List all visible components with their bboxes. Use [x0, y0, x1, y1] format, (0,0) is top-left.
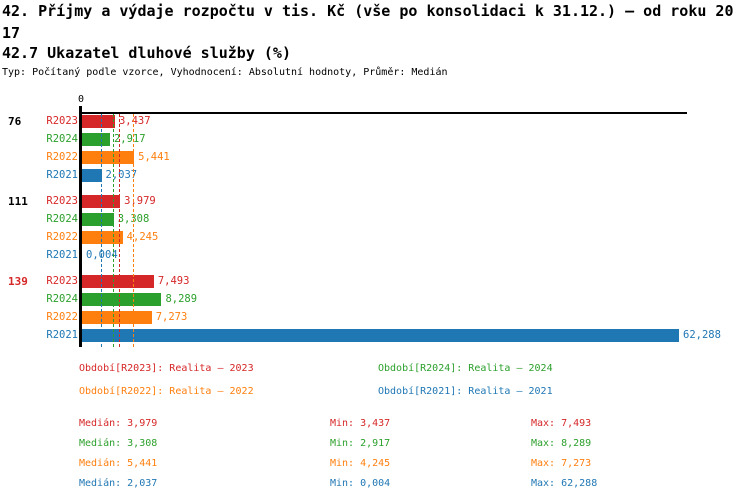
bar-value-label: 62,288 [683, 329, 721, 341]
stat-median-r2021: Medián: 2,037 [79, 478, 158, 489]
median-line-r2021 [100, 114, 102, 347]
chart-title-line2: 17 [2, 24, 21, 42]
series-label-r2022: R2022 [46, 311, 78, 323]
stat-min-r2021: Min: 0,004 [330, 478, 391, 489]
group-label-76: 76 [8, 115, 22, 128]
group-label-139: 139 [8, 275, 28, 288]
chart-meta: Typ: Počítaný podle vzorce, Vyhodnocení:… [2, 67, 448, 78]
series-label-r2023: R2023 [46, 275, 78, 287]
stat-max-r2023: Max: 7,493 [531, 418, 592, 429]
series-label-r2021: R2021 [46, 169, 78, 181]
stat-min-r2022: Min: 4,245 [330, 458, 391, 469]
series-label-r2024: R2024 [46, 293, 78, 305]
chart-row: R2021 62,288 [0, 329, 750, 342]
chart-row: 76 R2023 3,437 [0, 115, 750, 128]
series-label-r2021: R2021 [46, 249, 78, 261]
median-line-r2024 [112, 114, 114, 347]
stat-min-r2024: Min: 2,917 [330, 438, 391, 449]
stat-median-r2024: Medián: 3,308 [79, 438, 158, 449]
series-label-r2022: R2022 [46, 231, 78, 243]
bar-value-label: 2,917 [113, 133, 146, 145]
bar-r2022-139 [82, 311, 152, 324]
median-line-r2022 [133, 114, 135, 347]
chart-row: R2024 2,917 [0, 133, 750, 146]
chart-row: R2022 5,441 [0, 151, 750, 164]
stat-median-r2022: Medián: 5,441 [79, 458, 158, 469]
bar-value-label: 5,441 [138, 151, 170, 163]
series-label-r2023: R2023 [46, 115, 78, 127]
chart-row: R2021 0,004 [0, 249, 750, 262]
series-label-r2024: R2024 [46, 213, 78, 225]
x-axis-line [79, 112, 687, 114]
axis-zero-label: 0 [77, 94, 85, 105]
stat-max-r2022: Max: 7,273 [531, 458, 592, 469]
stat-max-r2021: Max: 62,288 [531, 478, 598, 489]
bar-value-label: 7,493 [157, 275, 190, 287]
series-label-r2021: R2021 [46, 329, 78, 341]
stat-median-r2023: Medián: 3,979 [79, 418, 158, 429]
stat-max-r2024: Max: 8,289 [531, 438, 592, 449]
bar-r2023-76 [82, 115, 115, 128]
bar-r2024-76 [82, 133, 110, 146]
legend-item-r2022: Období[R2022]: Realita – 2022 [79, 386, 254, 397]
bar-value-label: 8,289 [165, 293, 198, 305]
legend-item-r2024: Období[R2024]: Realita – 2024 [378, 363, 553, 374]
median-line-r2023 [119, 114, 121, 347]
group-label-111: 111 [8, 195, 28, 208]
bar-r2022-111 [82, 231, 123, 244]
bar-r2024-111 [82, 213, 114, 226]
bar-value-label: 0,004 [86, 249, 118, 261]
chart-title-line1: 42. Příjmy a výdaje rozpočtu v tis. Kč (… [2, 2, 734, 20]
legend-item-r2023: Období[R2023]: Realita – 2023 [79, 363, 254, 374]
bar-r2023-139 [82, 275, 154, 288]
bar-r2022-76 [82, 151, 135, 164]
bar-value-label: 3,437 [118, 115, 151, 127]
chart-row: R2022 4,245 [0, 231, 750, 244]
stat-min-r2023: Min: 3,437 [330, 418, 391, 429]
bar-value-label: 4,245 [126, 231, 159, 243]
chart-row: R2024 8,289 [0, 293, 750, 306]
legend-item-r2021: Období[R2021]: Realita – 2021 [378, 386, 553, 397]
series-label-r2023: R2023 [46, 195, 78, 207]
bar-r2021-139 [82, 329, 679, 342]
chart-subtitle: 42.7 Ukazatel dluhové služby (%) [2, 44, 291, 62]
y-axis-line [79, 106, 82, 347]
chart-row: R2022 7,273 [0, 311, 750, 324]
bar-value-label: 3,979 [124, 195, 156, 207]
series-label-r2024: R2024 [46, 133, 78, 145]
bar-r2024-139 [82, 293, 162, 306]
chart-row: 139 R2023 7,493 [0, 275, 750, 288]
bar-value-label: 7,273 [155, 311, 188, 323]
bar-r2021-76 [82, 169, 102, 182]
series-label-r2022: R2022 [46, 151, 78, 163]
